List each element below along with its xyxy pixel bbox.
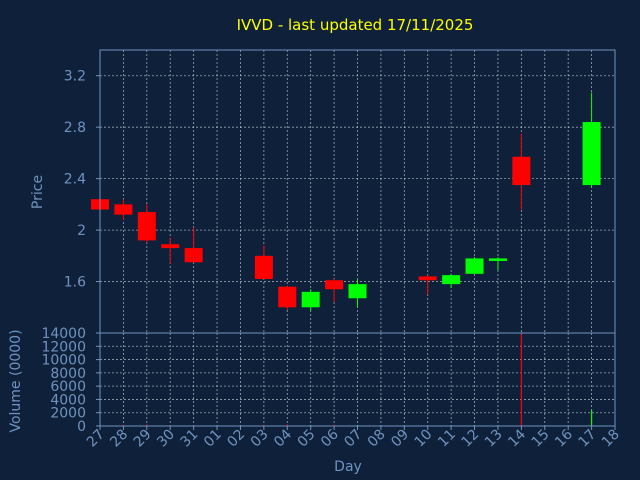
volume-tick-label: 4000 [50, 392, 86, 408]
x-tick-label: 09 [388, 427, 412, 451]
x-tick-label: 10 [412, 427, 436, 451]
candle-04 [278, 285, 297, 310]
x-tick-label: 15 [529, 427, 553, 451]
x-tick-label: 05 [295, 427, 319, 451]
volume-tick-label: 2000 [50, 406, 86, 422]
volume-tick-label: 8000 [50, 366, 86, 382]
candle-29 [137, 204, 156, 243]
candle-07 [348, 278, 367, 308]
volume-tick-label: 6000 [50, 379, 86, 395]
candle-body [184, 248, 203, 263]
candle-body [442, 275, 461, 285]
candle-body [582, 122, 601, 186]
volume-tick-label: 14000 [41, 326, 86, 342]
candle-body [114, 204, 133, 215]
candle-11 [442, 273, 461, 288]
candle-06 [325, 278, 344, 303]
price-axis-label: Price [30, 175, 46, 209]
x-tick-label: 17 [575, 427, 599, 451]
candle-body [161, 244, 180, 249]
x-tick-label: 16 [552, 426, 576, 450]
candle-17 [582, 92, 601, 188]
x-tick-label: 04 [271, 426, 295, 450]
candle-body [278, 286, 297, 308]
x-tick-label: 08 [365, 427, 389, 451]
price-tick-label: 2 [77, 223, 86, 239]
x-tick-label: 03 [248, 427, 272, 451]
candle-03 [254, 245, 273, 279]
volume-tick-label: 12000 [41, 339, 86, 355]
candle-13 [488, 257, 507, 270]
chart-title: IVVD - last updated 17/11/2025 [237, 16, 474, 34]
x-tick-label: 07 [341, 427, 365, 451]
candle-31 [184, 227, 203, 263]
x-tick-label: 02 [224, 427, 248, 451]
candle-body [512, 156, 531, 186]
x-tick-label: 11 [435, 427, 459, 451]
x-axis-label: Day [334, 459, 362, 475]
candle-body [254, 255, 273, 279]
x-tick-label: 29 [131, 427, 155, 451]
x-tick-label: 28 [107, 427, 131, 451]
candle-body [465, 258, 484, 274]
x-tick-label: 14 [505, 426, 529, 450]
x-tick-label: 31 [178, 427, 202, 451]
x-tick-label: 27 [84, 427, 108, 451]
volume-tick-label: 10000 [41, 353, 86, 369]
price-tick-label: 2.8 [64, 120, 86, 136]
candle-body [137, 212, 156, 241]
price-tick-label: 3.2 [64, 69, 86, 85]
candle-30 [161, 237, 180, 264]
candle-body [418, 276, 437, 281]
candle-10 [418, 275, 437, 295]
x-tick-label: 30 [154, 427, 178, 451]
x-tick-label: 12 [458, 427, 482, 451]
candle-14 [512, 133, 531, 210]
candle-body [301, 291, 320, 308]
x-tick-label: 06 [318, 426, 342, 450]
candle-body [488, 258, 507, 261]
price-tick-label: 2.4 [64, 172, 86, 188]
candle-body [325, 280, 344, 290]
candle-12 [465, 257, 484, 274]
candle-05 [301, 289, 320, 312]
x-tick-label: 13 [482, 427, 506, 451]
volume-tick-label: 0 [77, 419, 86, 435]
candle-28 [114, 199, 133, 220]
x-tick-label: 01 [201, 427, 225, 451]
price-tick-label: 1.6 [64, 275, 86, 291]
volume-axis-label: Volume (0000) [8, 329, 24, 432]
x-tick-label: 18 [599, 427, 623, 451]
candle-body [348, 284, 367, 299]
